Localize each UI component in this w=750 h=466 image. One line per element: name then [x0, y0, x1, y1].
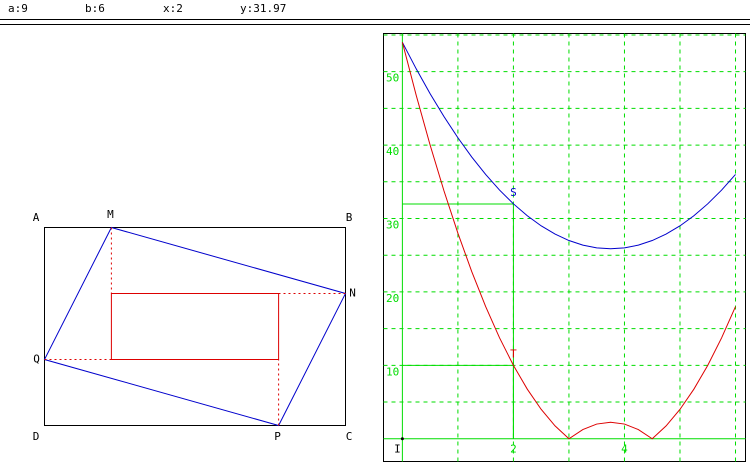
point-label: S: [510, 186, 517, 199]
item-value: 9: [21, 2, 28, 15]
item-value: 31.97: [253, 2, 286, 15]
header-item: y:31.97: [240, 2, 286, 15]
inner-rectangle: [110, 293, 280, 360]
point-label: D: [33, 430, 40, 443]
rectangle-abcd: [44, 227, 346, 426]
item-label: x:: [163, 2, 176, 15]
item-value: 6: [98, 2, 105, 15]
y-tick-label: 30: [386, 219, 399, 232]
point-label: T: [510, 347, 517, 360]
y-tick-label: 10: [386, 365, 399, 378]
graph-frame: [383, 33, 746, 462]
item-label: a:: [8, 2, 21, 15]
item-label: y:: [240, 2, 253, 15]
quadrilateral-mnpq: [43, 226, 347, 427]
header-item: x:2: [163, 2, 183, 15]
x-tick-label: 2: [510, 443, 517, 456]
curve: [401, 42, 736, 250]
point-label: P: [274, 430, 281, 443]
y-tick-label: 50: [386, 72, 399, 85]
x-tick-label: I: [394, 443, 401, 456]
point-label: Q: [33, 353, 40, 366]
origin-dot: [400, 437, 404, 441]
curve: [401, 42, 736, 440]
header-item: a:9: [8, 2, 28, 15]
item-value: 2: [176, 2, 183, 15]
y-tick-label: 20: [386, 292, 399, 305]
point-label: C: [346, 430, 353, 443]
y-tick-label: 40: [386, 145, 399, 158]
point-label: N: [349, 287, 356, 300]
header-item: b:6: [85, 2, 105, 15]
x-tick-label: 4: [621, 443, 628, 456]
item-label: b:: [85, 2, 98, 15]
point-label: A: [33, 211, 40, 224]
point-label: M: [107, 208, 114, 221]
point-label: B: [346, 211, 353, 224]
